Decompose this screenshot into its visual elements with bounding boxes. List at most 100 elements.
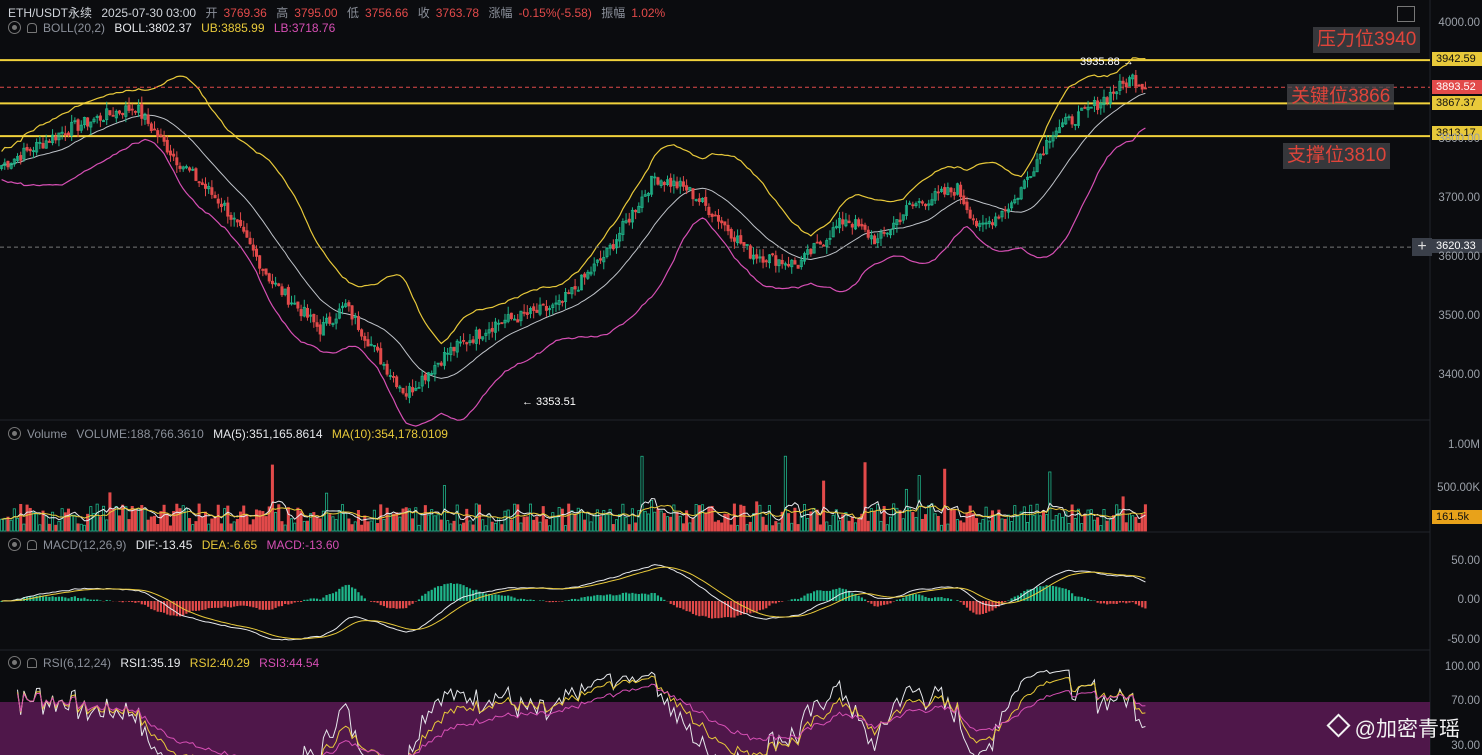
volume-bar [417, 524, 421, 532]
macd-histogram-bar [822, 590, 825, 601]
macd-histogram-bar [462, 585, 465, 601]
volume-bar [0, 518, 4, 532]
volume-bar [340, 504, 345, 532]
macd-histogram-bar [233, 601, 236, 607]
volume-bar [761, 516, 765, 532]
macd-histogram-bar [997, 601, 1000, 607]
bell-icon[interactable] [27, 658, 37, 668]
candle [95, 115, 99, 118]
add-alert-button[interactable]: + [1412, 238, 1432, 256]
volume-bar [825, 521, 829, 532]
macd-histogram-bar [338, 588, 341, 601]
macd-histogram-bar [1115, 601, 1118, 604]
candle [484, 332, 488, 336]
macd-histogram-bar [914, 594, 918, 601]
candle [1096, 100, 1100, 110]
candle [417, 386, 421, 389]
macd-histogram-bar [631, 592, 634, 601]
low-value: 3756.66 [364, 6, 409, 20]
amp-label: 振幅 [601, 6, 626, 20]
volume-bar [500, 524, 504, 532]
candle [752, 254, 756, 260]
macd-histogram-bar [755, 601, 758, 612]
volume-bar [229, 523, 233, 532]
candle [127, 104, 131, 111]
macd-histogram-bar [1121, 601, 1125, 603]
macd-histogram-bar [561, 601, 564, 602]
macd-histogram-bar [879, 601, 883, 606]
candle [302, 306, 306, 317]
macd-histogram-bar [1099, 601, 1102, 604]
candle [535, 309, 539, 313]
volume-bar [452, 520, 456, 532]
ytick-4000: 4000.00 [1438, 17, 1480, 29]
macd-histogram-bar [940, 597, 943, 601]
candle [640, 196, 644, 208]
candle [978, 223, 982, 227]
bell-icon[interactable] [27, 23, 37, 33]
candle [229, 214, 233, 220]
macd-histogram-bar [159, 601, 163, 613]
candle [1048, 140, 1052, 143]
price-tag-3942: 3942.59 [1432, 52, 1482, 66]
macd-histogram-bar [605, 594, 609, 601]
eye-icon[interactable] [8, 538, 21, 551]
volume-bar [404, 507, 408, 532]
macd-histogram-bar [516, 599, 519, 601]
macd-histogram-bar [290, 601, 293, 604]
macd-histogram-bar [35, 595, 38, 601]
rsi-header: RSI(6,12,24) RSI1:35.19 RSI2:40.29 RSI3:… [8, 656, 325, 670]
candle [245, 230, 249, 238]
macd-histogram-bar [628, 593, 631, 601]
macd-histogram-bar [959, 601, 962, 603]
candle [264, 268, 268, 275]
eye-icon[interactable] [8, 427, 21, 440]
candle [382, 363, 386, 366]
candle [860, 223, 864, 227]
volume-bar [793, 507, 797, 532]
volume-bar [251, 519, 255, 532]
volume-bar [665, 516, 670, 532]
candle [943, 187, 947, 195]
macd-histogram-bar [621, 592, 624, 601]
volume-bar [376, 523, 380, 532]
macd-histogram-bar [510, 596, 513, 601]
volume-bar [328, 514, 332, 532]
volume-bar [430, 509, 434, 532]
candle [716, 215, 720, 222]
volume-ma10-line [1, 504, 1146, 520]
candle [745, 244, 749, 246]
volume-bar [611, 524, 615, 532]
volume-bar [640, 455, 644, 532]
volume-bar [165, 513, 169, 532]
volume-bar [203, 511, 208, 532]
candle [1035, 159, 1039, 173]
bell-icon[interactable] [27, 540, 37, 550]
eye-icon[interactable] [8, 21, 21, 34]
volume-bar [261, 511, 265, 532]
fullscreen-icon[interactable] [1397, 6, 1415, 22]
candle [987, 220, 991, 225]
volume-bar [809, 511, 813, 532]
macd-histogram-bar [771, 601, 774, 604]
macd-histogram-bar [660, 597, 663, 601]
macd-histogram-bar [774, 601, 777, 604]
candle [395, 376, 399, 388]
macd-histogram-bar [201, 601, 204, 610]
macd-histogram-bar [1086, 598, 1090, 601]
candle [509, 312, 513, 320]
candle [1010, 202, 1014, 209]
volume-bar [783, 455, 787, 532]
macd-histogram-bar [554, 601, 558, 602]
candle [401, 387, 405, 394]
candle [774, 255, 778, 266]
macd-histogram-bar [487, 594, 491, 601]
macd-histogram-bar [1077, 596, 1080, 601]
macd-histogram-bar [975, 601, 978, 615]
candle [248, 237, 252, 245]
volume-bar [60, 508, 64, 532]
macd-histogram-bar [698, 601, 701, 617]
volume-bar [653, 511, 657, 532]
eye-icon[interactable] [8, 656, 21, 669]
